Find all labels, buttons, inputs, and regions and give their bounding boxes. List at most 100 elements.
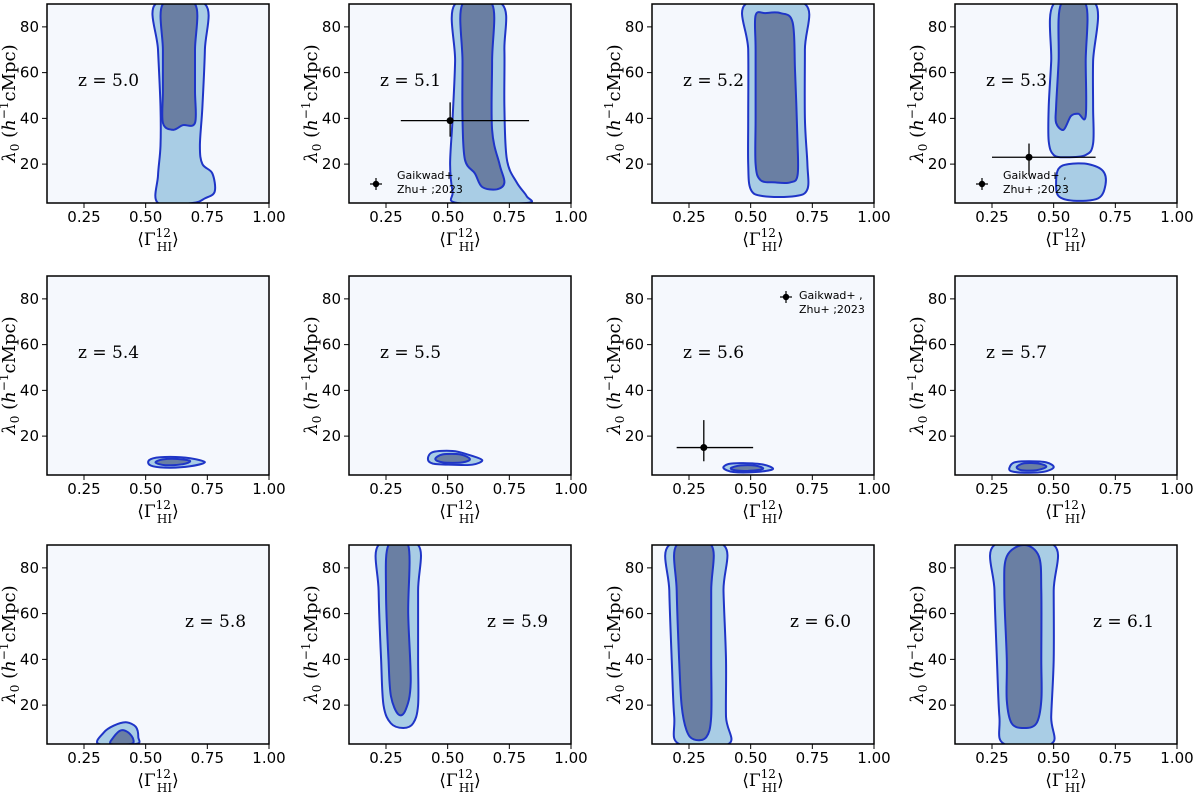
- x-tick-label: 0.75: [1099, 208, 1132, 226]
- panel-frame: [46, 275, 270, 476]
- x-tick-label: 0.25: [67, 480, 100, 498]
- contours: [374, 545, 422, 730]
- y-axis-label: λ0 (h−1cMpc): [905, 316, 930, 435]
- x-axis-label-sub: HI: [762, 781, 777, 795]
- y-tick-label: 20: [625, 696, 644, 714]
- y-axis-label-main: λ: [301, 692, 322, 704]
- y-axis-label: λ0 (h−1cMpc): [299, 44, 324, 163]
- y-axis-label-unit: cMpc): [301, 585, 322, 642]
- y-axis-label-open: (: [907, 672, 928, 685]
- inner-contour: [1003, 545, 1043, 730]
- x-axis-label-sub: HI: [157, 240, 172, 254]
- redshift-label: z = 5.1: [380, 71, 441, 91]
- x-axis-label-sup: 12: [1064, 498, 1079, 512]
- data-point: [676, 420, 754, 462]
- inner-contour: [1015, 462, 1048, 472]
- y-axis-label-unit: cMpc): [907, 44, 928, 101]
- x-axis-label-close: ⟩: [474, 502, 481, 522]
- y-axis-label-h: h: [604, 660, 625, 672]
- y-axis-label: λ0 (h−1cMpc): [0, 44, 22, 163]
- panel-frame: [348, 544, 572, 745]
- x-axis-label-close: ⟩: [1080, 771, 1087, 791]
- x-tick-label: 0.75: [1099, 480, 1132, 498]
- x-tick-label: 1.00: [857, 480, 890, 498]
- inner-contour: [434, 452, 471, 464]
- y-axis-label-h: h: [907, 119, 928, 131]
- y-tick-label: 40: [928, 381, 947, 399]
- x-tick-label: 0.25: [975, 749, 1008, 767]
- x-tick-label: 0.50: [1037, 208, 1070, 226]
- plot-area: [955, 545, 1177, 744]
- panel-7: 0.25 0.50 0.75 1.00 20 40 60 80 ⟨Γ12 HI⟩ λ0 (h−1cM…: [905, 275, 1194, 526]
- legend-marker-point: [372, 180, 380, 188]
- y-axis-label: λ0 (h−1cMpc): [299, 316, 324, 435]
- y-tick-label: 20: [20, 427, 39, 445]
- outer-contour-secondary: [1055, 162, 1107, 202]
- x-tick-label: 0.25: [369, 480, 402, 498]
- y-tick-label: 80: [625, 290, 644, 308]
- redshift-label: z = 5.6: [683, 343, 744, 363]
- y-tick-label: 60: [20, 336, 39, 354]
- y-axis-label-sub: 0: [8, 144, 22, 152]
- x-tick-label: 1.00: [252, 480, 285, 498]
- y-tick-label: 40: [928, 109, 947, 127]
- y-axis-label-sup: −1: [0, 374, 11, 392]
- x-tick-label: 1.00: [554, 208, 587, 226]
- y-tick-label: 40: [625, 381, 644, 399]
- y-axis-label-main: λ: [0, 692, 20, 704]
- x-axis-label-main: ⟨Γ: [742, 502, 761, 522]
- y-axis-label-sup: −1: [602, 102, 616, 120]
- x-axis-label: ⟨Γ12 HI⟩: [439, 767, 481, 795]
- inner-contour: [159, 4, 199, 131]
- y-tick-label: 40: [20, 381, 39, 399]
- y-tick-label: 80: [928, 290, 947, 308]
- x-axis-label-close: ⟩: [474, 771, 481, 791]
- x-tick-label: 0.50: [734, 749, 767, 767]
- redshift-label: z = 5.0: [78, 71, 139, 91]
- y-tick-label: 40: [625, 109, 644, 127]
- y-axis-label-h: h: [604, 391, 625, 403]
- x-tick-label: 0.75: [1099, 749, 1132, 767]
- y-tick-label: 80: [625, 559, 644, 577]
- x-axis-label: ⟨Γ12 HI⟩: [742, 498, 784, 526]
- y-tick-label: 20: [20, 696, 39, 714]
- panel-4: 0.25 0.50 0.75 1.00 20 40 60 80 ⟨Γ12 HI⟩ λ0 (h−1cM…: [0, 275, 286, 526]
- contours: [151, 4, 217, 203]
- x-tick-label: 0.50: [1037, 480, 1070, 498]
- redshift-label: z = 5.4: [78, 343, 139, 363]
- plot-area: [47, 545, 269, 744]
- x-tick-label: 0.75: [191, 749, 224, 767]
- y-axis-label-sup: −1: [905, 643, 919, 661]
- x-tick-label: 0.25: [369, 749, 402, 767]
- y-axis-label-main: λ: [604, 423, 625, 435]
- panel-frame: [46, 544, 270, 745]
- y-axis-label-open: (: [301, 403, 322, 416]
- contours: [741, 4, 811, 198]
- plot-area: [955, 276, 1177, 475]
- y-tick-label: 60: [625, 336, 644, 354]
- y-tick-label: 40: [322, 109, 341, 127]
- redshift-label: z = 6.1: [1093, 612, 1154, 632]
- y-axis-label: λ0 (h−1cMpc): [0, 316, 22, 435]
- panel-8: 0.25 0.50 0.75 1.00 20 40 60 80 ⟨Γ12 HI⟩ λ0 (h−1cM…: [0, 544, 286, 795]
- x-axis-label-main: ⟨Γ: [137, 771, 156, 791]
- y-axis-label-h: h: [907, 391, 928, 403]
- panel-2: 0.25 0.50 0.75 1.00 20 40 60 80 ⟨Γ12 HI⟩ λ0 (h−1cM…: [602, 3, 891, 254]
- x-tick-label: 1.00: [252, 208, 285, 226]
- y-axis-label-sup: −1: [0, 643, 11, 661]
- y-axis-label: λ0 (h−1cMpc): [0, 585, 22, 704]
- x-tick-label: 0.75: [796, 480, 829, 498]
- x-axis-label: ⟨Γ12 HI⟩: [742, 767, 784, 795]
- y-axis-label-h: h: [0, 119, 20, 131]
- legend: Gaikwad+ ,Zhu+ ;2023: [780, 289, 865, 316]
- panel-frame: [954, 3, 1178, 204]
- y-axis-label-h: h: [301, 660, 322, 672]
- y-axis-label-unit: cMpc): [604, 585, 625, 642]
- y-tick-label: 60: [20, 64, 39, 82]
- redshift-label: z = 6.0: [790, 612, 851, 632]
- x-tick-label: 0.25: [672, 480, 705, 498]
- x-axis-label-sub: HI: [1065, 781, 1080, 795]
- x-tick-label: 0.75: [493, 208, 526, 226]
- y-axis-label-open: (: [0, 131, 20, 144]
- y-axis-label-main: λ: [907, 423, 928, 435]
